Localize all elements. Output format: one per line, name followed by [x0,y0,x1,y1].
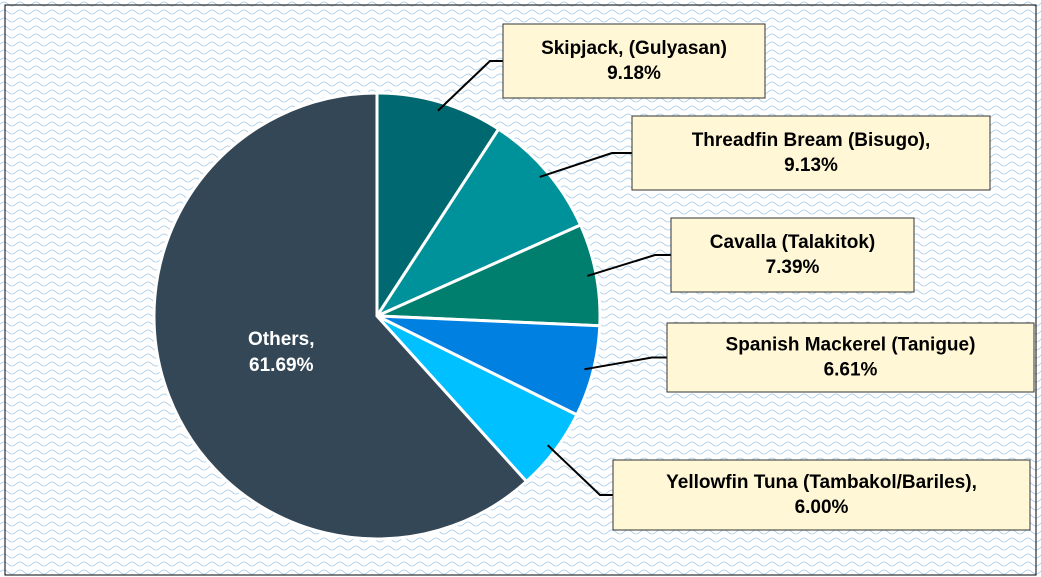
leader-line [539,152,632,178]
pie-slice [152,91,529,541]
label-box [670,217,915,293]
value-label: 9.13% [784,155,838,176]
label-box [666,322,1035,393]
leader-line [437,60,503,112]
category-label: Others, [248,329,315,350]
category-label: Threadfin Bream (Bisugo), [692,130,931,151]
value-label: 6.00% [795,497,849,518]
value-label: 9.18% [607,63,661,84]
value-label: 6.61% [824,360,878,381]
label-box [631,115,991,191]
category-label: Skipjack, (Gulyasan) [541,38,727,59]
value-label: 7.39% [766,257,820,278]
category-label: Yellowfin Tuna (Tambakol/Bariles), [666,472,977,493]
frame [4,4,1037,576]
leader-line [547,444,613,496]
label-box [612,459,1031,531]
pie-slice [372,127,583,320]
leader-line [587,254,671,277]
value-label: 61.69% [249,355,314,376]
category-label: Cavalla (Talakitok) [710,232,875,253]
pie-slice [375,91,501,322]
category-label: Spanish Mackerel (Tanigue) [726,335,976,356]
label-box [502,23,766,99]
leader-line [584,356,667,371]
